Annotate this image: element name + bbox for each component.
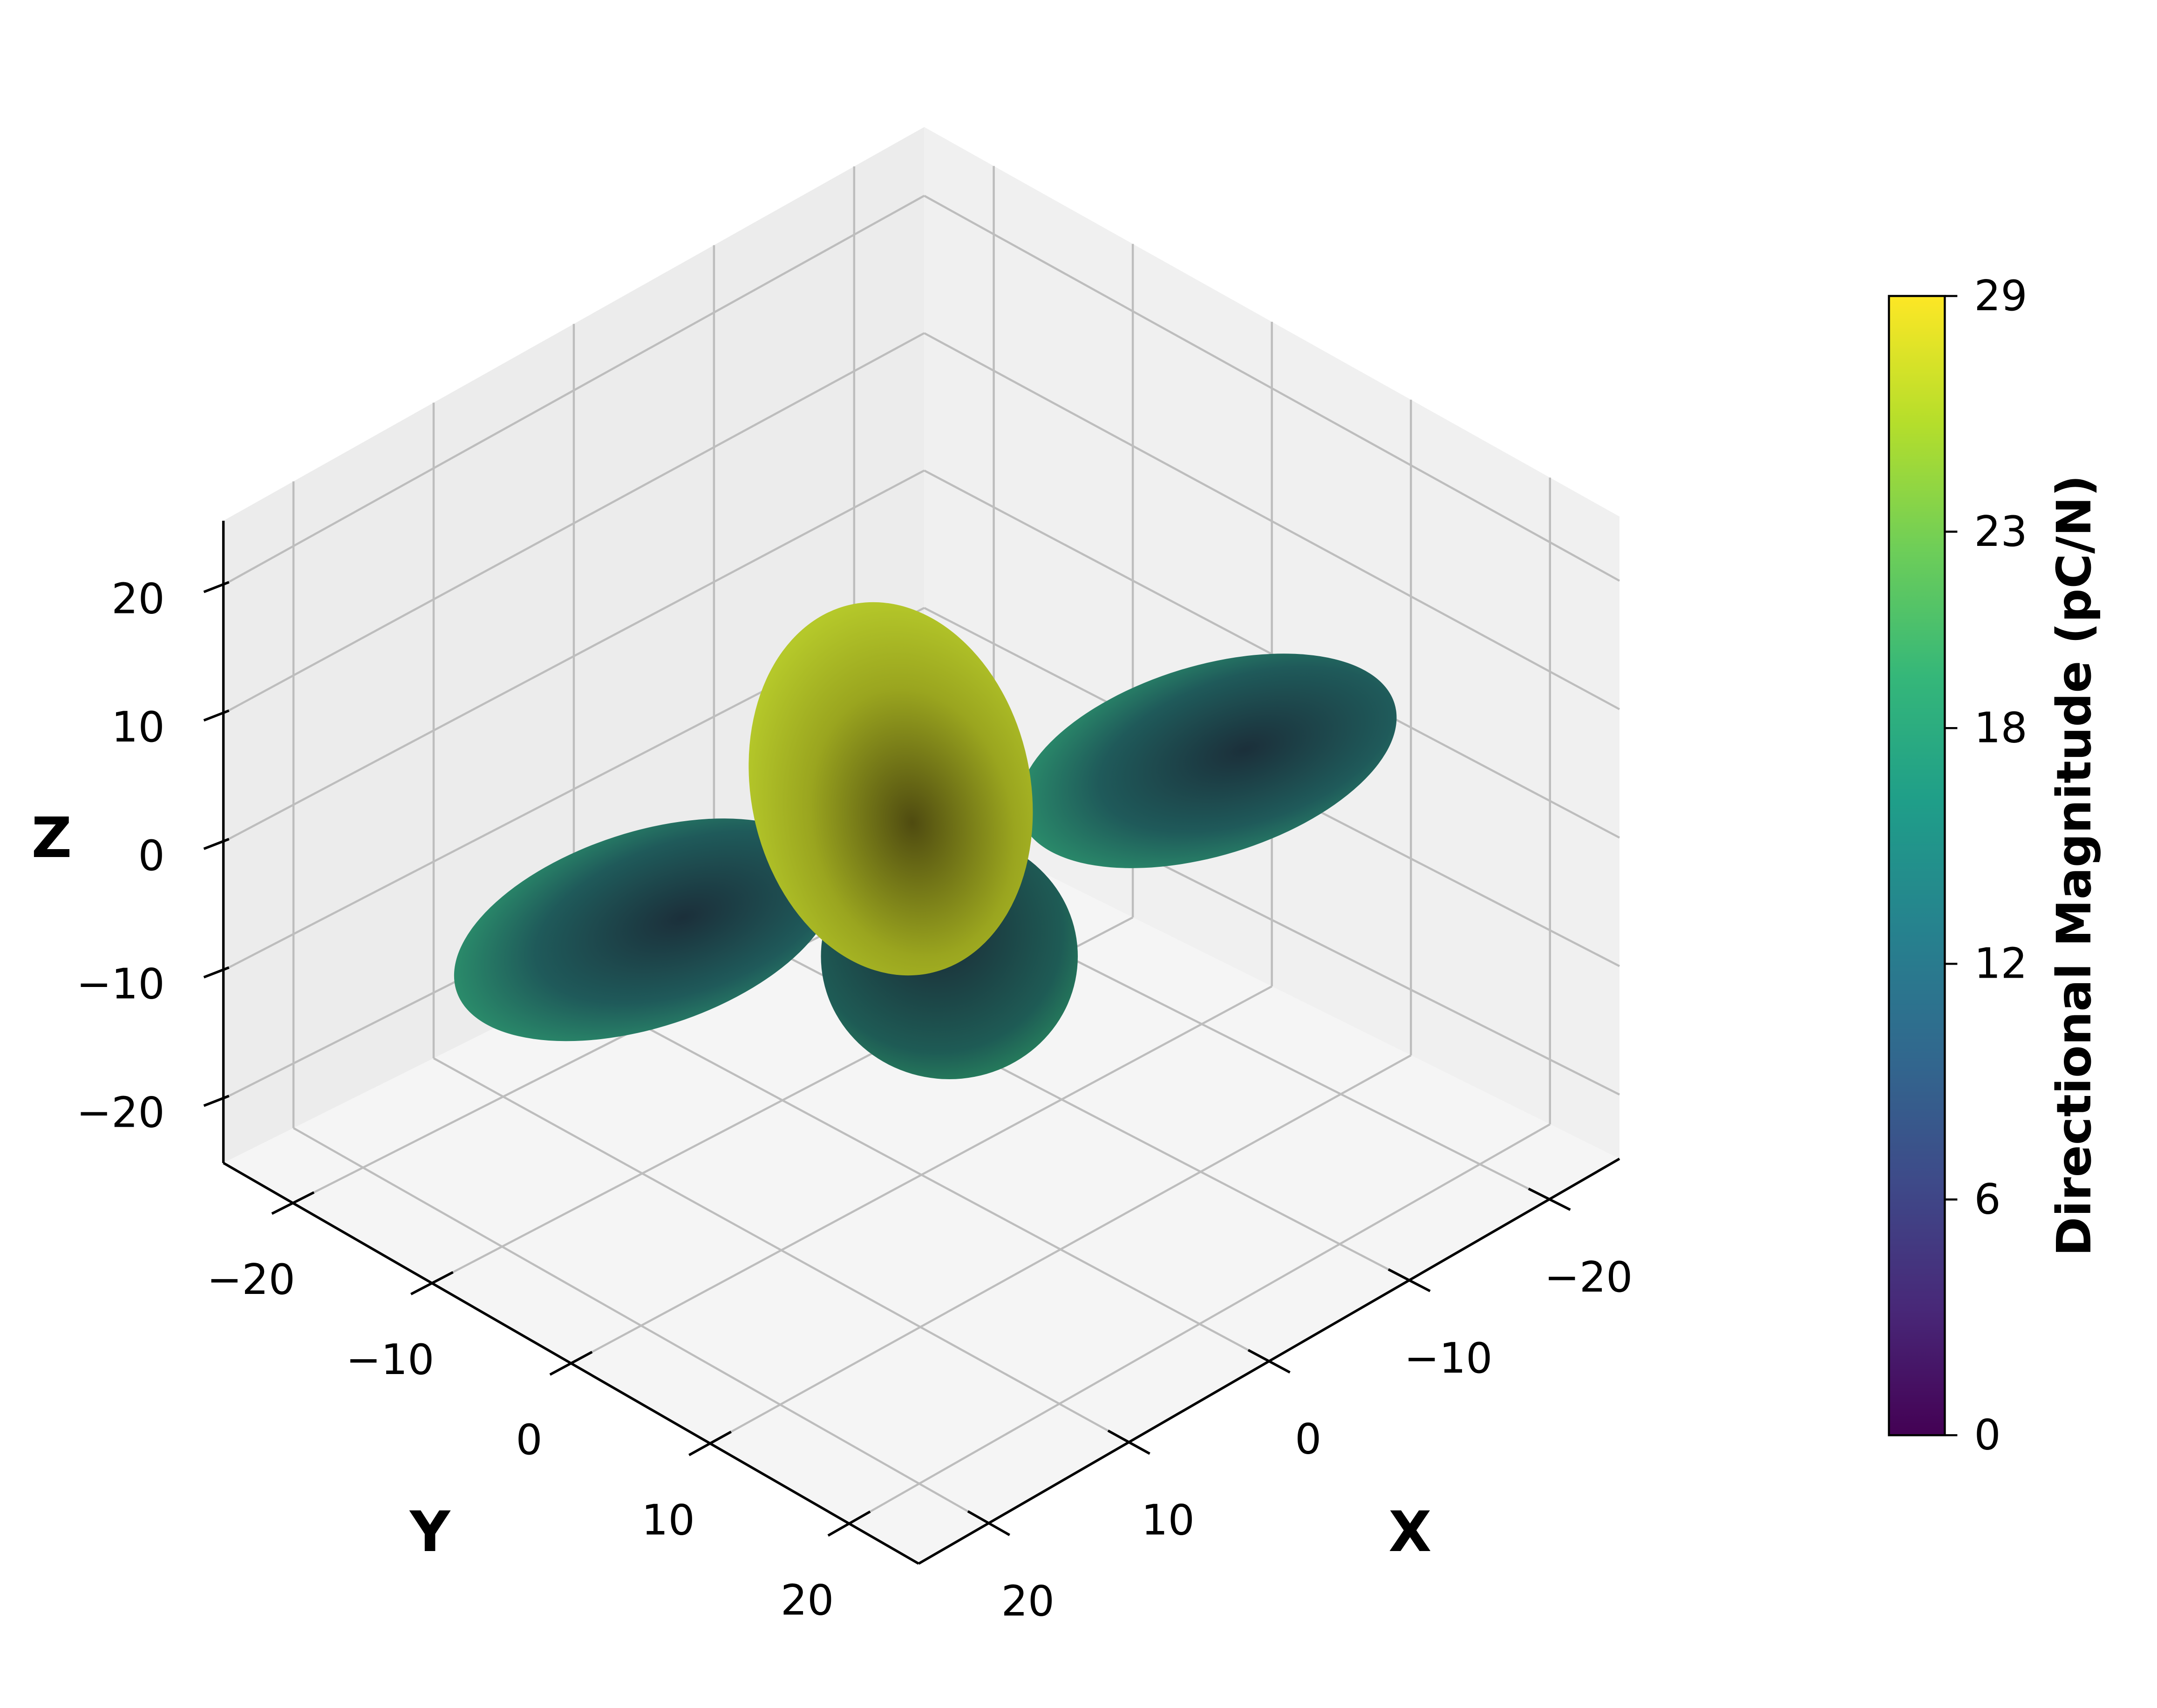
grid-line	[223, 332, 925, 715]
colorbar-scale	[1888, 295, 1946, 1436]
tick-mark	[203, 581, 230, 593]
tick-mark	[1388, 1268, 1431, 1293]
grid-line	[924, 332, 1620, 710]
y-tick-label: 10	[641, 1496, 694, 1545]
tick-mark	[271, 1191, 315, 1215]
x-tick-label: 20	[1001, 1577, 1054, 1626]
x-axis-label: X	[1388, 1500, 1431, 1565]
tick-mark	[688, 1430, 732, 1456]
grid-line	[924, 195, 1620, 582]
surface	[454, 602, 1397, 1079]
colorbar-label: Directional Magnitude (pC/N)	[2047, 475, 2102, 1256]
z-tick-label: −10	[76, 960, 165, 1009]
z-tick-label: 0	[138, 832, 165, 880]
lobe	[748, 602, 1033, 976]
tick-mark	[549, 1351, 593, 1376]
z-tick-label: −20	[76, 1089, 165, 1137]
x-tick-label: 0	[1295, 1415, 1321, 1464]
tick-mark	[1107, 1429, 1150, 1455]
colorbar-tick-label: 29	[1974, 272, 2027, 320]
tick-mark	[203, 709, 230, 722]
tick-mark	[1528, 1187, 1571, 1211]
axes: −20 −10 0 10 20 −20 −10 0 10 20 −20 −10 0 10 20	[76, 521, 1633, 1626]
z-tick-label: 10	[111, 703, 164, 752]
y-axis-label: Y	[409, 1500, 451, 1565]
tick-mark	[967, 1510, 1010, 1536]
tick-mark	[203, 966, 230, 979]
grid-line	[570, 985, 1272, 1364]
grid-line	[223, 195, 925, 586]
z-axis-label: Z	[31, 806, 72, 871]
colorbar-tick-label: 18	[1974, 704, 2027, 753]
x-tick-label: −10	[1404, 1334, 1493, 1383]
colorbar: Directional Magnitude (pC/N) 0 6 12 18 23 29	[1888, 272, 2102, 1460]
colorbar-tick-label: 0	[1974, 1411, 2000, 1460]
tick-mark	[827, 1510, 871, 1537]
colorbar-tick-label: 23	[1974, 508, 2027, 556]
z-tick-label: 20	[111, 575, 164, 623]
y-tick-label: 0	[516, 1416, 542, 1464]
tick-mark	[203, 837, 230, 850]
x-tick-label: −20	[1545, 1253, 1633, 1302]
lobe	[1019, 653, 1397, 868]
grid-line	[223, 470, 925, 843]
tick-mark	[410, 1271, 454, 1295]
grid-line	[709, 1054, 1412, 1444]
y-tick-label: −20	[207, 1256, 295, 1304]
colorbar-tick-label: 12	[1974, 940, 2027, 988]
lobe	[454, 818, 836, 1041]
y-tick-label: 20	[781, 1576, 834, 1625]
tick-mark	[1247, 1349, 1291, 1374]
colorbar-tick-label: 6	[1974, 1176, 2000, 1224]
grid-line	[848, 1123, 1551, 1524]
y-tick-label: −10	[346, 1336, 435, 1384]
x-tick-label: 10	[1141, 1497, 1194, 1545]
tick-mark	[203, 1095, 230, 1107]
